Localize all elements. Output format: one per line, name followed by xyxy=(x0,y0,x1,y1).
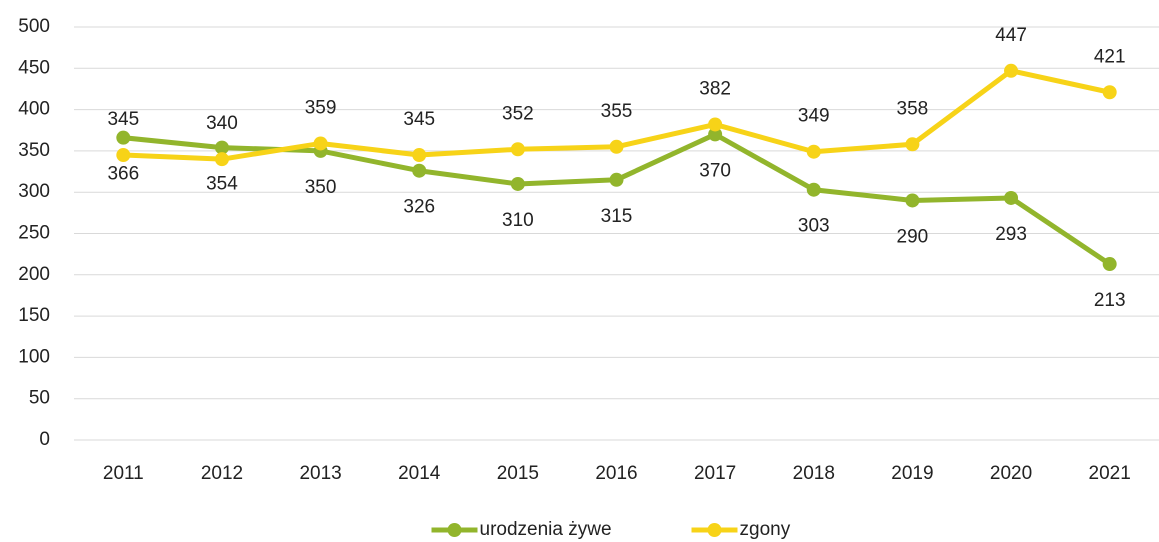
data-label: 382 xyxy=(699,78,731,99)
data-point xyxy=(412,148,427,163)
data-point xyxy=(1004,63,1019,78)
y-tick-label: 350 xyxy=(18,140,50,161)
data-point xyxy=(1102,85,1117,100)
x-tick-label: 2017 xyxy=(694,463,736,484)
data-label: 310 xyxy=(502,210,534,231)
x-tick-label: 2012 xyxy=(201,463,243,484)
data-point xyxy=(313,136,328,151)
y-tick-label: 200 xyxy=(18,264,50,285)
x-tick-label: 2016 xyxy=(595,463,637,484)
data-label: 358 xyxy=(897,98,929,119)
data-point xyxy=(806,144,821,159)
data-point xyxy=(1004,190,1019,205)
legend-label: urodzenia żywe xyxy=(480,519,612,540)
data-label: 293 xyxy=(995,224,1027,245)
data-label: 447 xyxy=(995,25,1027,46)
data-point xyxy=(708,127,723,142)
data-point xyxy=(1102,257,1117,272)
data-point xyxy=(609,139,624,154)
x-tick-label: 2015 xyxy=(497,463,539,484)
data-point xyxy=(806,182,821,197)
x-tick-label: 2020 xyxy=(990,463,1032,484)
x-tick-label: 2018 xyxy=(793,463,835,484)
data-label: 354 xyxy=(206,174,238,195)
data-point xyxy=(905,137,920,152)
x-tick-label: 2021 xyxy=(1089,463,1131,484)
x-tick-label: 2014 xyxy=(398,463,441,484)
y-tick-label: 450 xyxy=(18,57,50,78)
data-point xyxy=(609,172,624,187)
data-point xyxy=(510,176,525,191)
y-tick-label: 100 xyxy=(18,346,50,367)
data-label: 345 xyxy=(107,109,139,130)
data-label: 303 xyxy=(798,216,830,237)
data-label: 290 xyxy=(897,226,929,247)
legend-marker xyxy=(447,523,462,537)
legend-label: zgony xyxy=(740,519,791,540)
data-label: 326 xyxy=(403,197,435,218)
y-tick-label: 300 xyxy=(18,181,50,202)
y-tick-label: 250 xyxy=(18,223,50,244)
data-point xyxy=(116,148,131,163)
legend-marker xyxy=(707,523,722,537)
data-label: 355 xyxy=(601,101,633,122)
y-tick-label: 400 xyxy=(18,99,50,120)
data-point xyxy=(116,130,131,145)
data-label: 366 xyxy=(107,164,139,185)
x-tick-label: 2011 xyxy=(103,463,144,484)
data-label: 359 xyxy=(305,97,337,118)
data-label: 352 xyxy=(502,103,534,124)
data-label: 350 xyxy=(305,177,337,198)
data-point xyxy=(510,142,525,157)
x-tick-label: 2013 xyxy=(299,463,341,484)
data-label: 213 xyxy=(1094,290,1126,311)
data-point xyxy=(412,163,427,178)
x-tick-label: 2019 xyxy=(891,463,933,484)
y-tick-label: 0 xyxy=(39,429,50,450)
data-point xyxy=(905,193,920,208)
data-label: 421 xyxy=(1094,46,1126,67)
y-tick-label: 50 xyxy=(29,388,50,409)
data-label: 340 xyxy=(206,113,238,134)
legend: urodzenia żywe zgony xyxy=(431,519,791,540)
data-label: 315 xyxy=(601,206,633,227)
y-tick-label: 500 xyxy=(18,16,50,37)
data-point xyxy=(708,117,723,132)
y-tick-label: 150 xyxy=(18,305,50,326)
data-point xyxy=(214,152,229,167)
data-label: 345 xyxy=(403,109,435,130)
data-label: 349 xyxy=(798,106,830,127)
data-label: 370 xyxy=(699,160,731,181)
data-point xyxy=(214,140,229,155)
